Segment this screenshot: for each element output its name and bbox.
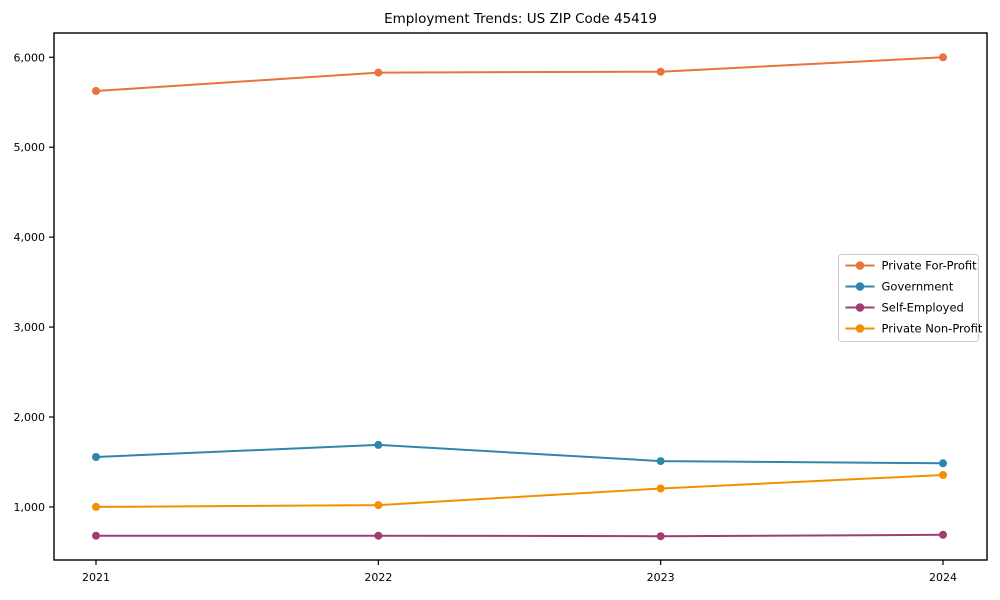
data-point-self-employed-2023 xyxy=(656,532,665,541)
legend-label-private-for-profit: Private For-Profit xyxy=(882,259,978,273)
data-point-self-employed-2021 xyxy=(92,531,100,540)
data-point-private-non-profit-2022 xyxy=(374,501,383,510)
data-point-private-for-profit-2021 xyxy=(92,87,100,95)
x-tick-label: 2021 xyxy=(82,571,110,584)
series-line-private-for-profit xyxy=(95,56,944,92)
x-tick-label: 2024 xyxy=(929,571,957,584)
data-point-private-for-profit-2022 xyxy=(374,68,383,77)
y-tick-label: 2,000 xyxy=(14,411,46,424)
data-point-government-2022 xyxy=(374,440,383,449)
data-point-self-employed-2022 xyxy=(374,531,383,540)
data-point-private-non-profit-2023 xyxy=(656,484,665,493)
data-point-government-2021 xyxy=(92,453,100,461)
series-line-government xyxy=(95,443,944,465)
legend-sample-marker-private-non-profit xyxy=(855,324,865,333)
plot-area-border xyxy=(53,32,988,561)
data-point-private-for-profit-2023 xyxy=(656,67,665,76)
data-point-private-for-profit-2024 xyxy=(939,53,947,62)
data-point-self-employed-2024 xyxy=(939,530,947,539)
legend-box xyxy=(838,254,979,342)
legend-sample-marker-private-for-profit xyxy=(855,261,865,270)
data-point-private-non-profit-2024 xyxy=(939,471,947,479)
data-point-private-non-profit-2021 xyxy=(92,502,100,511)
y-tick-label: 6,000 xyxy=(14,51,46,64)
y-tick-label: 4,000 xyxy=(14,231,46,244)
x-tick-label: 2023 xyxy=(647,571,675,584)
legend-sample-marker-government xyxy=(855,282,865,291)
series-line-self-employed xyxy=(95,533,944,538)
legend-label-self-employed: Self-Employed xyxy=(882,301,964,315)
legend-sample-marker-self-employed xyxy=(855,303,865,312)
data-point-government-2023 xyxy=(656,457,665,466)
legend-label-government: Government xyxy=(882,280,954,294)
y-tick-label: 5,000 xyxy=(14,141,46,154)
y-tick-label: 1,000 xyxy=(14,501,46,514)
x-tick-label: 2022 xyxy=(364,571,392,584)
chart-title: Employment Trends: US ZIP Code 45419 xyxy=(384,11,657,27)
y-tick-label: 3,000 xyxy=(14,321,46,334)
data-point-government-2024 xyxy=(939,459,947,468)
series-line-private-non-profit xyxy=(95,474,944,508)
legend-label-private-non-profit: Private Non-Profit xyxy=(882,322,983,336)
